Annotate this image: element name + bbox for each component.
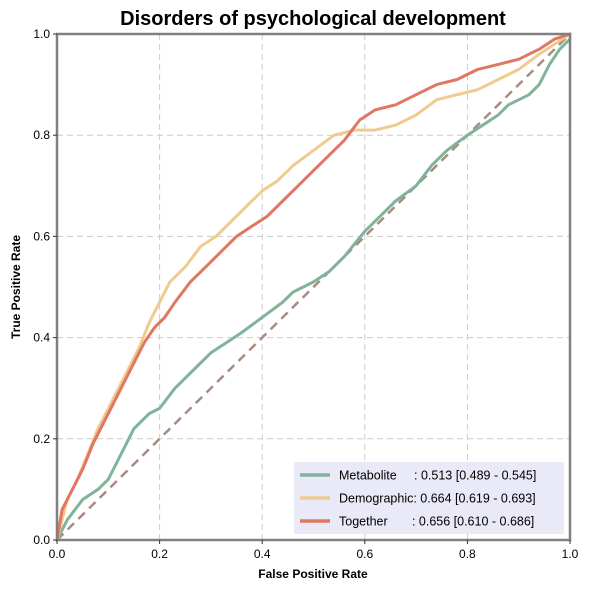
diagonal-line [56,33,571,541]
legend: Metabolite : 0.513 [0.489 - 0.545] Demogr… [294,462,564,534]
x-tick-label: 0.6 [356,547,373,561]
axis-ticks: 0.0 0.2 0.4 0.6 0.8 1.0 0.0 0.2 0.4 0.6 0.8 1.0 [33,27,578,561]
y-tick-label: 0.8 [33,128,50,142]
y-axis-label: True Positive Rate [9,235,23,339]
x-axis-label: False Positive Rate [258,567,368,581]
x-tick-label: 0.4 [254,547,271,561]
series-line-metabolite [55,37,572,542]
y-tick-label: 1.0 [33,27,50,41]
legend-label-metabolite: Metabolite : 0.513 [0.489 - 0.545] [339,469,536,483]
legend-box [294,462,564,534]
y-tick-label: 0.4 [33,331,50,345]
legend-label-demographic: Demographic: 0.664 [0.619 - 0.693] [339,492,536,506]
series-line-demographic [55,32,572,542]
x-tick-label: 0.0 [49,547,66,561]
plot-frame [55,32,572,542]
chart-title: Disorders of psychological development [120,8,506,30]
x-tick-label: 0.2 [151,547,168,561]
series-lines [55,32,572,542]
diagonal-reference [56,33,571,541]
y-tick-label: 0.0 [33,533,50,547]
legend-label-together: Together : 0.656 [0.610 - 0.686] [339,515,534,529]
y-tick-label: 0.6 [33,229,50,243]
x-tick-label: 0.8 [459,547,476,561]
series-line-together [55,32,572,542]
y-tick-label: 0.2 [33,432,50,446]
x-tick-label: 1.0 [562,547,579,561]
